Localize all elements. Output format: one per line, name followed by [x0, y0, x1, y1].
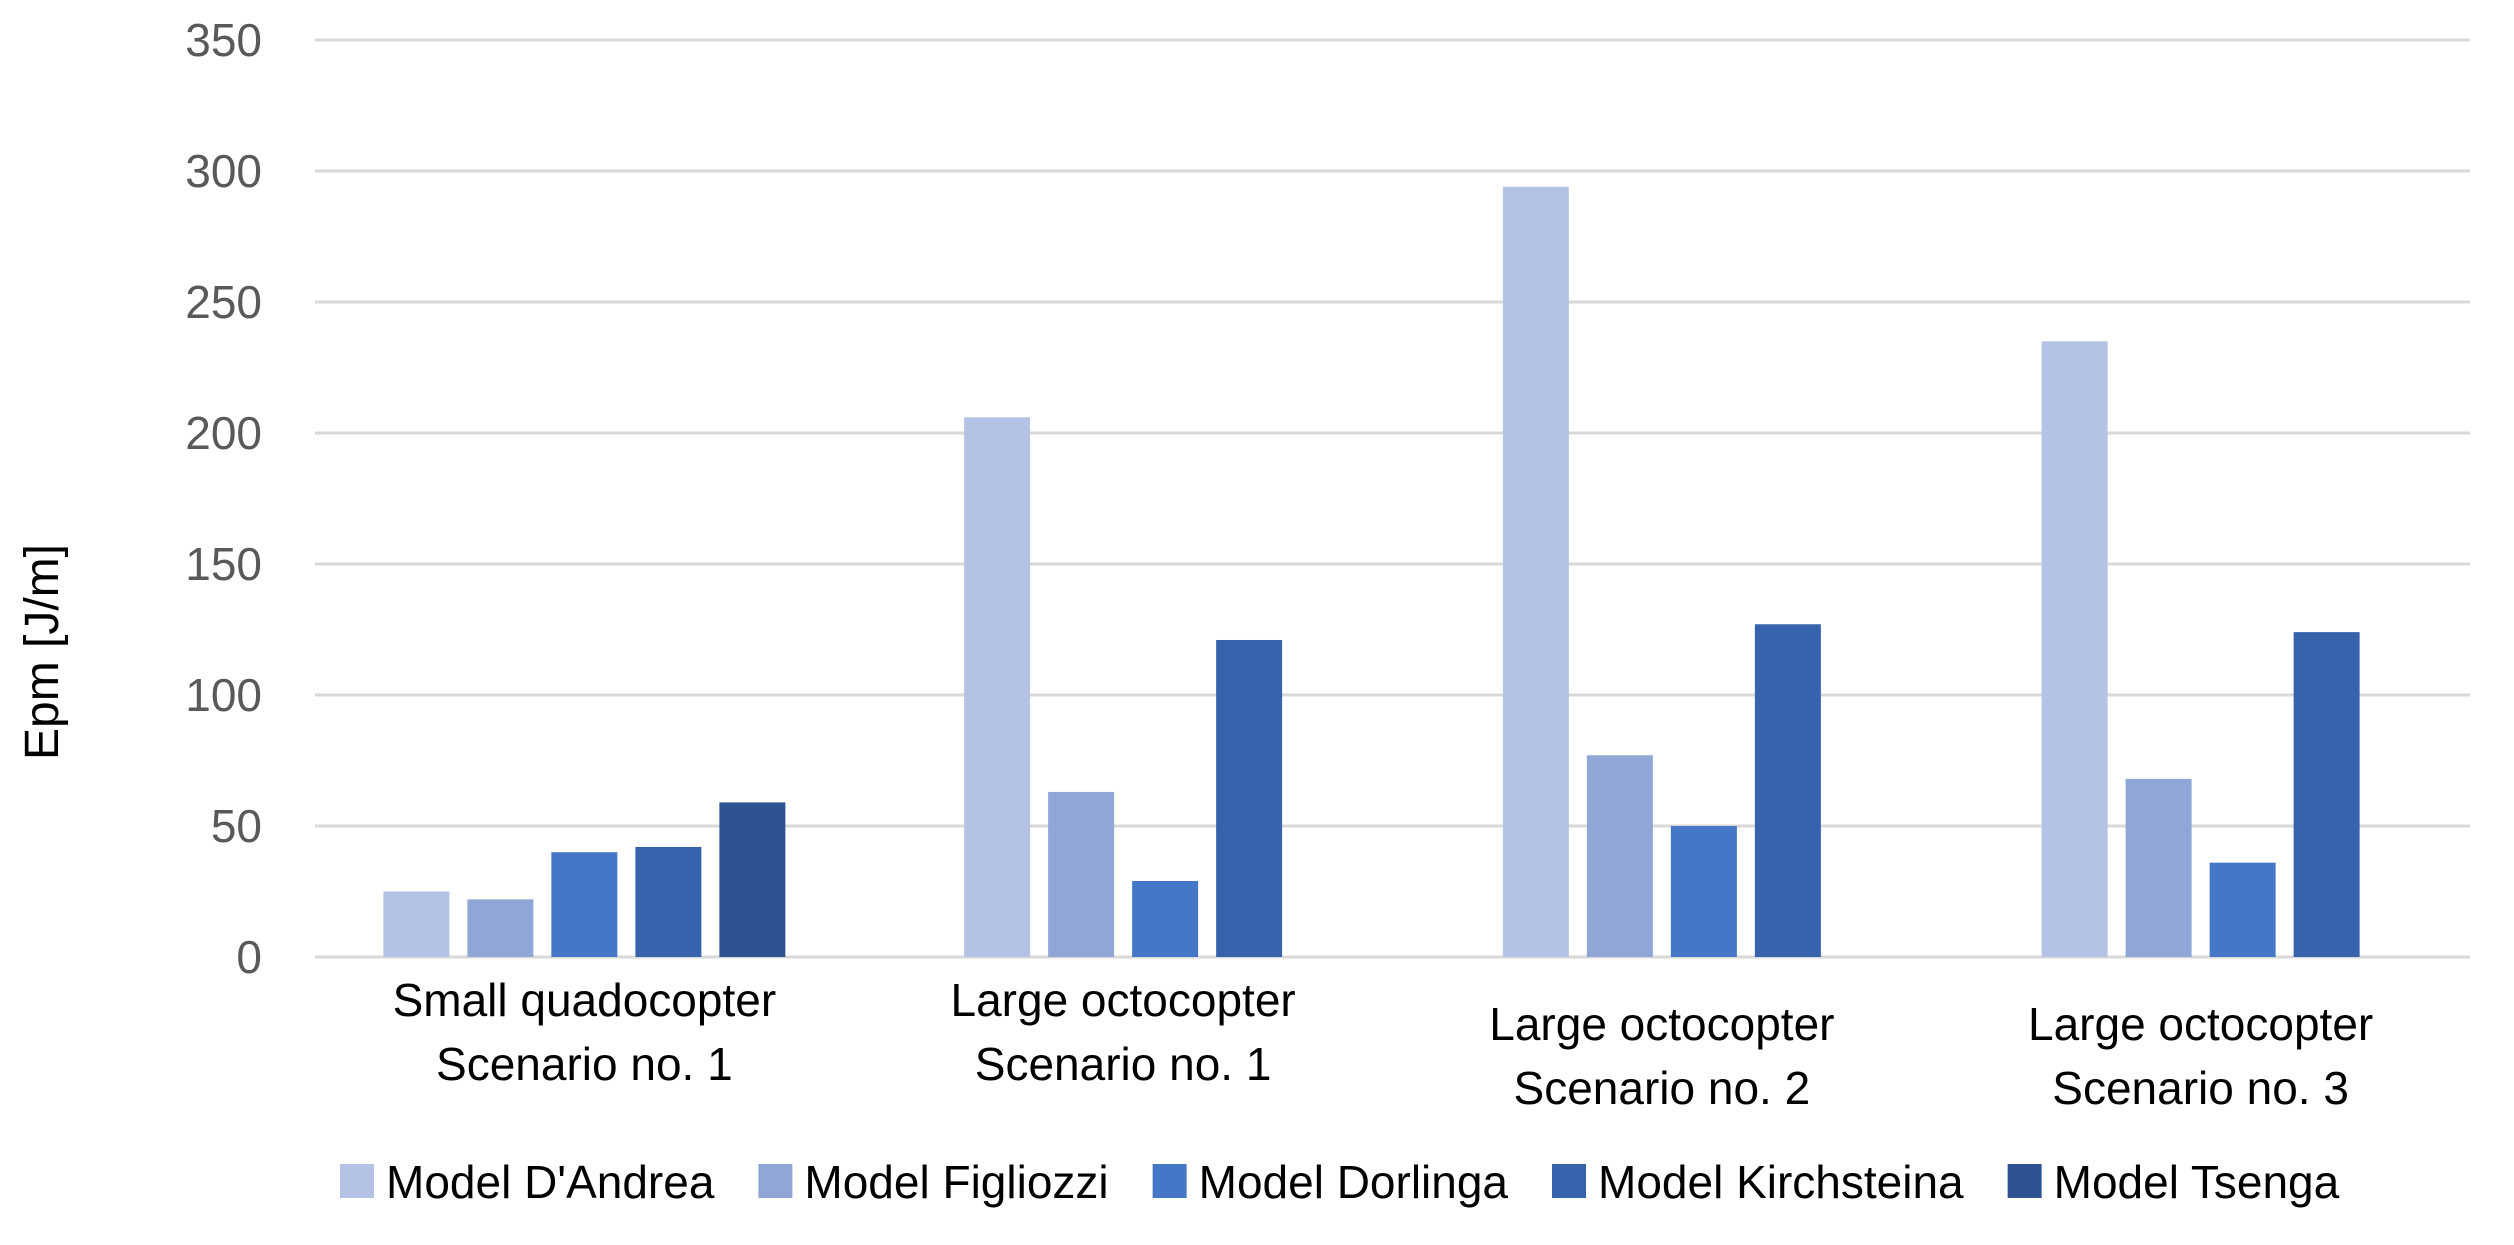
y-tick-label-350: 350: [185, 14, 262, 66]
legend-label-model-d-andrea: Model D'Andrea: [386, 1156, 715, 1208]
bar-model-figliozzi-cat-2: [1048, 791, 1115, 957]
legend-label-model-kirchsteina: Model Kirchsteina: [1598, 1156, 1964, 1208]
bar-model-d-andrea-cat-1: [383, 891, 450, 957]
bar-model-figliozzi-cat-3: [1586, 755, 1653, 957]
legend-swatch-model-kirchsteina: [1552, 1164, 1587, 1198]
bar-model-tsenga-cat-1: [719, 802, 786, 957]
bar-model-dorlinga-cat-1: [551, 852, 618, 957]
x-category-label-3-line-1: Large octocopter: [1489, 998, 1834, 1050]
legend-label-model-figliozzi: Model Figliozzi: [804, 1156, 1108, 1208]
bar-model-kirchsteina-cat-1: [635, 846, 702, 957]
bars: [383, 186, 2360, 958]
y-tick-label-300: 300: [185, 145, 262, 197]
legend-swatch-model-tsenga: [2007, 1164, 2042, 1198]
bar-model-dorlinga-cat-3: [1670, 826, 1737, 957]
bar-model-dorlinga-cat-4: [2209, 862, 2276, 957]
x-category-label-2-line-2: Scenario no. 1: [975, 1038, 1272, 1090]
legend-label-model-dorlinga: Model Dorlinga: [1199, 1156, 1509, 1208]
y-tick-label-50: 50: [211, 800, 262, 852]
y-axis-ticks: 0 50 100 150 200 250 300 350: [185, 14, 262, 983]
legend: Model D'Andrea Model Figliozzi Model Dorli…: [340, 1156, 2340, 1208]
legend-swatch-model-d-andrea: [340, 1164, 374, 1198]
bar-model-figliozzi-cat-4: [2125, 778, 2192, 957]
bar-model-figliozzi-cat-1: [467, 899, 534, 957]
y-tick-label-150: 150: [185, 538, 262, 590]
x-category-label-4-line-2: Scenario no. 3: [2052, 1062, 2349, 1114]
y-tick-label-200: 200: [185, 407, 262, 459]
bar-model-dorlinga-cat-2: [1132, 881, 1199, 957]
y-tick-label-0: 0: [236, 931, 262, 983]
x-category-label-1-line-1: Small quadocopter: [393, 974, 777, 1026]
x-category-label-1-line-2: Scenario no. 1: [436, 1038, 733, 1090]
y-tick-label-250: 250: [185, 276, 262, 328]
bar-model-d-andrea-cat-2: [964, 417, 1031, 957]
gridlines: [315, 38, 2470, 959]
legend-label-model-tsenga: Model Tsenga: [2054, 1156, 2340, 1208]
x-axis-categories: Small quadocopter Scenario no. 1 Large oct…: [393, 974, 2374, 1114]
y-axis-label: Epm [J/m]: [16, 544, 69, 760]
legend-swatch-model-dorlinga: [1152, 1164, 1187, 1198]
x-category-label-2-line-1: Large octocopter: [951, 974, 1296, 1026]
bar-model-d-andrea-cat-3: [1502, 186, 1569, 958]
bar-model-kirchsteina-cat-4: [2293, 632, 2360, 957]
bar-model-kirchsteina-cat-3: [1754, 624, 1821, 957]
bar-model-d-andrea-cat-4: [2041, 341, 2108, 957]
bar-model-kirchsteina-cat-2: [1216, 639, 1283, 957]
y-tick-label-100: 100: [185, 669, 262, 721]
x-category-label-4-line-1: Large octocopter: [2028, 998, 2373, 1050]
x-category-label-3-line-2: Scenario no. 2: [1514, 1062, 1811, 1114]
legend-swatch-model-figliozzi: [758, 1164, 793, 1198]
